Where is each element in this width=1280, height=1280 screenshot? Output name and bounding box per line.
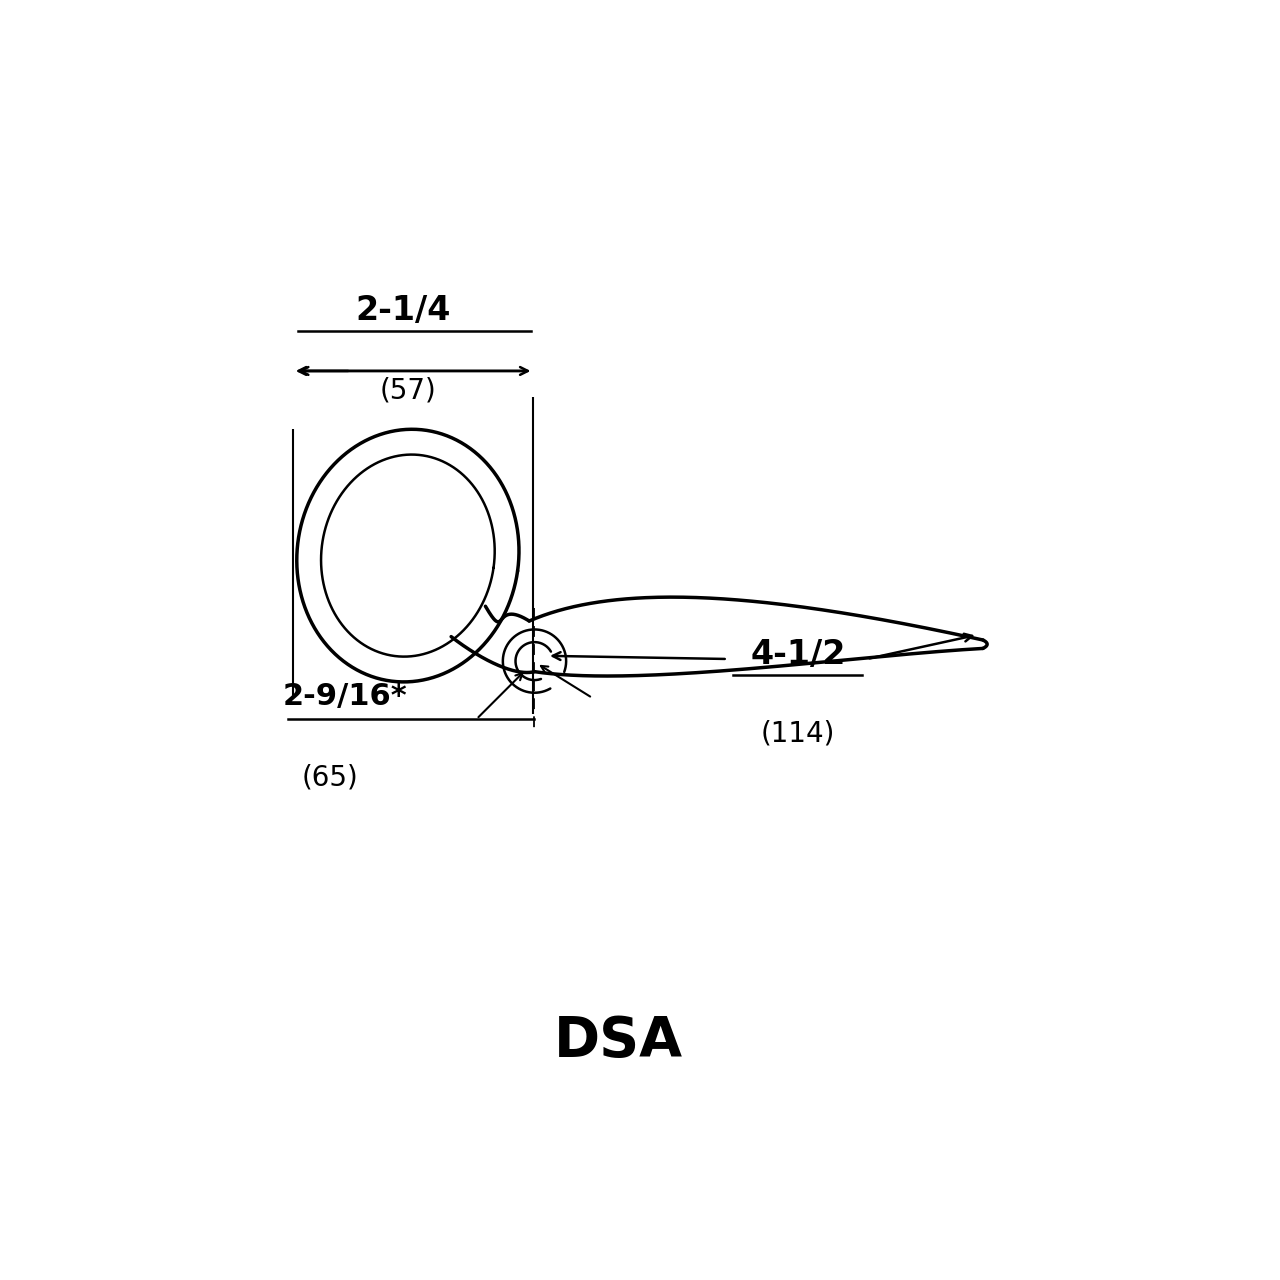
Text: DSA: DSA <box>554 1014 684 1068</box>
Text: (114): (114) <box>762 719 836 748</box>
Text: 4-1/2: 4-1/2 <box>750 637 846 671</box>
Text: (65): (65) <box>302 763 358 791</box>
Text: (57): (57) <box>379 376 436 404</box>
Text: 2-1/4: 2-1/4 <box>355 293 451 326</box>
Text: 2-9/16*: 2-9/16* <box>283 682 407 710</box>
